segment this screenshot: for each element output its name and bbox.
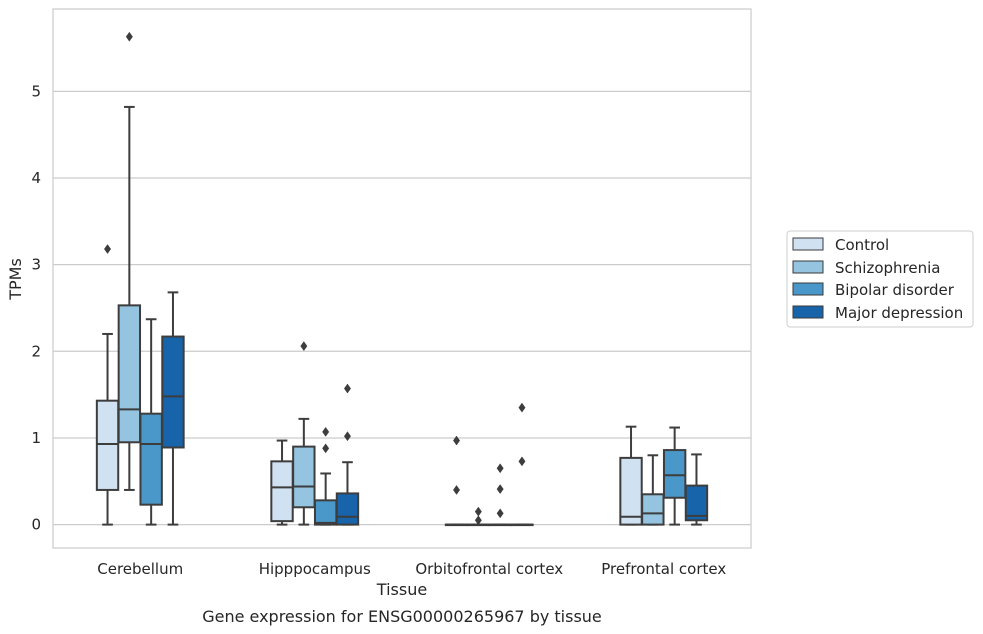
y-tick-label: 4 <box>31 169 41 187</box>
x-axis-label: Tissue <box>376 580 427 599</box>
chart-caption: Gene expression for ENSG00000265967 by t… <box>202 607 602 626</box>
box-3-1 <box>335 383 360 526</box>
outlier-point <box>518 456 526 467</box>
outlier-point <box>343 383 351 394</box>
box-body <box>270 460 294 523</box>
box-0-0 <box>95 244 120 526</box>
box-0-3 <box>619 425 643 526</box>
legend: Control Schizophrenia Bipolar disorder M… <box>786 230 974 328</box>
plot-marks <box>95 31 709 527</box>
box-body <box>313 499 338 526</box>
box-3-2 <box>510 402 534 527</box>
y-tick-label: 2 <box>31 342 41 360</box>
outlier-point <box>474 515 482 526</box>
outlier-point <box>474 506 482 517</box>
y-tick-label: 0 <box>31 516 41 534</box>
legend-label-major-depression: Major depression <box>835 304 963 322</box>
box-2-1 <box>313 426 338 526</box>
outlier-point <box>453 485 461 495</box>
box-body <box>684 484 709 522</box>
box-body <box>662 449 687 499</box>
box-3-3 <box>684 453 709 526</box>
outlier-point <box>496 463 504 474</box>
plot-frame <box>52 8 752 549</box>
box-body <box>619 456 643 526</box>
box-1-0 <box>117 31 142 491</box>
box-2-0 <box>139 318 163 526</box>
outlier-point <box>300 341 308 352</box>
box-body <box>335 492 360 526</box>
y-tick-label: 3 <box>31 256 41 274</box>
outlier-point <box>496 484 504 495</box>
box-body <box>161 335 185 449</box>
box-body <box>641 493 665 526</box>
outlier-point <box>453 435 461 446</box>
box-3-0 <box>161 291 185 526</box>
legend-swatch-schizophrenia <box>792 260 824 274</box>
y-axis-label: TPMs <box>6 258 25 301</box>
box-0-2 <box>444 435 469 527</box>
y-tick-label: 5 <box>31 82 41 100</box>
outlier-point <box>104 244 112 254</box>
box-body <box>117 304 142 444</box>
legend-label-bipolar-disorder: Bipolar disorder <box>835 281 955 299</box>
outlier-point <box>322 426 330 437</box>
box-body <box>139 412 163 506</box>
box-1-3 <box>641 454 665 526</box>
outlier-point <box>125 31 133 42</box>
legend-swatch-control <box>792 237 824 251</box>
x-tick-label: Orbitofrontal cortex <box>415 560 563 578</box>
outlier-point <box>518 402 526 413</box>
y-tick-labels: 0 1 2 3 4 5 <box>31 82 41 533</box>
x-tick-labels: Cerebellum Hipppocampus Orbitofrontal cort… <box>97 560 726 578</box>
legend-swatch-bipolar-disorder <box>792 282 824 296</box>
x-tick-label: Hipppocampus <box>259 560 371 578</box>
box-body <box>292 445 316 509</box>
legend-label-control: Control <box>835 236 889 254</box>
box-body <box>95 399 120 491</box>
legend-swatch-major-depression <box>792 305 824 319</box>
outlier-point <box>322 443 330 454</box>
outlier-point <box>343 431 351 442</box>
box-2-2 <box>488 463 512 527</box>
legend-frame <box>786 230 974 328</box>
box-1-2 <box>466 506 491 527</box>
box-2-3 <box>662 426 687 526</box>
legend-label-schizophrenia: Schizophrenia <box>835 259 940 277</box>
outlier-point <box>496 508 504 519</box>
box-0-1 <box>270 439 294 526</box>
box-1-1 <box>292 341 316 526</box>
x-tick-label: Cerebellum <box>97 560 183 578</box>
y-tick-label: 1 <box>31 429 41 447</box>
x-tick-label: Prefrontal cortex <box>601 560 726 578</box>
